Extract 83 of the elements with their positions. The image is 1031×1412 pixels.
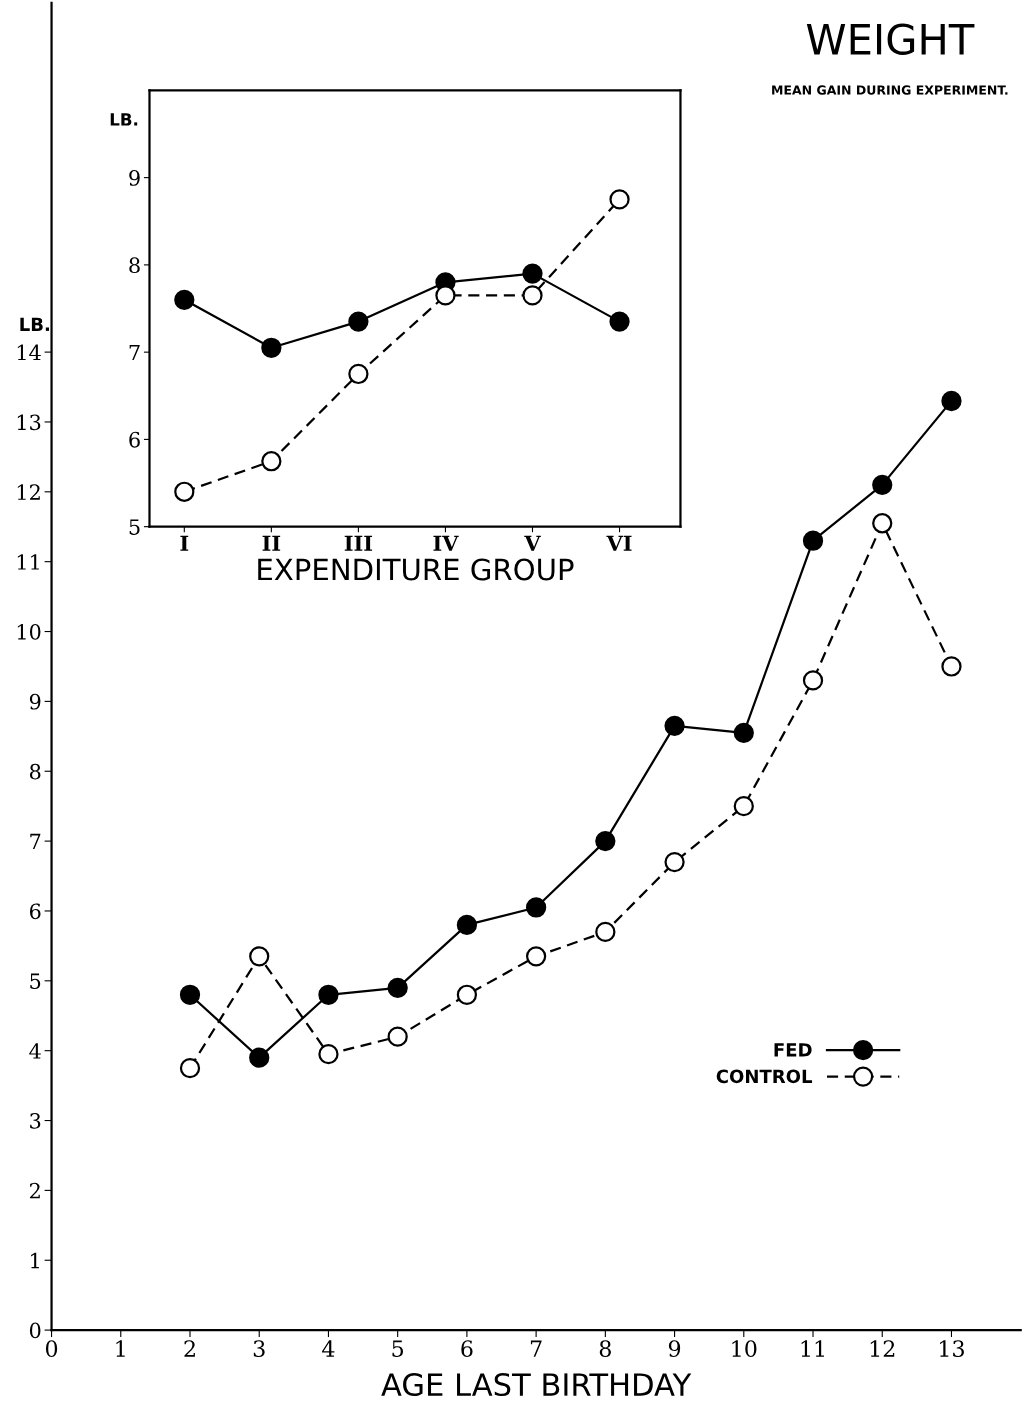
chart-title: WEIGHT: [806, 23, 975, 55]
point: [595, 830, 616, 852]
point: [941, 656, 962, 677]
y-tick-label: 13: [17, 414, 41, 431]
text: MEAN GAIN DURING EXPERIMENT.: [772, 85, 1008, 95]
point: [261, 337, 282, 358]
x-tick-label: 10: [732, 1340, 757, 1358]
point: [595, 921, 616, 943]
y-tick-label: 1: [31, 1252, 39, 1269]
y-tick-label: 6: [129, 431, 140, 448]
point: [872, 474, 893, 495]
y-axis-title: LB.: [110, 113, 138, 126]
x-tick-label: V: [524, 535, 541, 551]
y-tick-label: 2: [29, 1182, 40, 1199]
x-tick-label: 2: [184, 1340, 195, 1357]
point: [318, 984, 339, 1005]
y-tick-label: 8: [129, 257, 140, 274]
legend-label: CONTROL: [716, 1069, 813, 1084]
point: [179, 984, 201, 1005]
y-axis-title: LB.: [20, 317, 50, 331]
point: [941, 390, 962, 412]
point: [664, 715, 685, 736]
y-tick-label: 3: [30, 1112, 41, 1129]
y-tick-label: 7: [30, 833, 41, 850]
point: [261, 451, 282, 472]
point: [664, 851, 685, 873]
y-tick-label: 9: [29, 693, 41, 710]
point: [387, 1026, 408, 1047]
x-tick-label: I: [180, 535, 189, 551]
point: [522, 263, 543, 284]
point: [525, 897, 547, 918]
y-tick-label: 0: [29, 1322, 41, 1339]
point: [733, 722, 754, 743]
y-tick-label: 4: [29, 1043, 41, 1059]
y-tick-label: 8: [29, 763, 41, 780]
y-tick-label: 6: [29, 903, 41, 920]
x-axis-title: AGE LAST BIRTHDAY: [381, 1372, 692, 1397]
y-tick-label: 12: [17, 484, 40, 500]
y-tick-label: 5: [30, 973, 41, 990]
x-tick-label: 11: [801, 1340, 824, 1357]
point: [318, 1044, 339, 1065]
point: [733, 796, 754, 817]
x-tick-label: III: [344, 535, 373, 551]
y-tick-label: 5: [129, 519, 140, 535]
x-axis-title: EXPENDITURE GROUP: [258, 558, 574, 581]
y-tick-label: 11: [17, 554, 39, 570]
point: [174, 289, 195, 310]
point: [249, 1047, 270, 1068]
point: [872, 513, 893, 534]
point: [249, 946, 270, 967]
y-tick-label: 7: [129, 344, 140, 361]
x-tick-label: 3: [253, 1340, 265, 1358]
point: [456, 914, 478, 936]
x-tick-label: 5: [392, 1340, 404, 1358]
x-tick-label: 4: [322, 1340, 335, 1357]
point: [387, 977, 408, 998]
y-tick-label: 9: [129, 170, 140, 186]
x-tick-label: 8: [599, 1340, 611, 1358]
x-tick-label: 1: [116, 1340, 125, 1357]
x-tick-label: 13: [940, 1340, 964, 1358]
point: [525, 946, 547, 967]
point: [609, 311, 630, 332]
x-tick-label: IV: [433, 535, 459, 551]
point: [802, 670, 824, 691]
point: [179, 1058, 201, 1079]
x-tick-label: 7: [530, 1340, 542, 1357]
point: [435, 285, 456, 306]
point: [348, 363, 369, 385]
x-tick-label: 0: [45, 1340, 58, 1358]
point: [802, 530, 824, 551]
x-tick-label: II: [262, 535, 281, 551]
y-tick-label: 10: [17, 623, 41, 640]
x-tick-label: VI: [606, 535, 632, 551]
legend-label: FED: [774, 1043, 812, 1057]
x-tick-label: 12: [870, 1340, 895, 1357]
point: [456, 984, 478, 1005]
point: [174, 481, 195, 502]
x-tick-label: 6: [461, 1340, 473, 1358]
point: [522, 285, 543, 306]
x-tick-label: 9: [668, 1340, 681, 1358]
y-tick-label: 14: [17, 344, 41, 361]
point: [348, 311, 369, 332]
point: [609, 189, 630, 210]
